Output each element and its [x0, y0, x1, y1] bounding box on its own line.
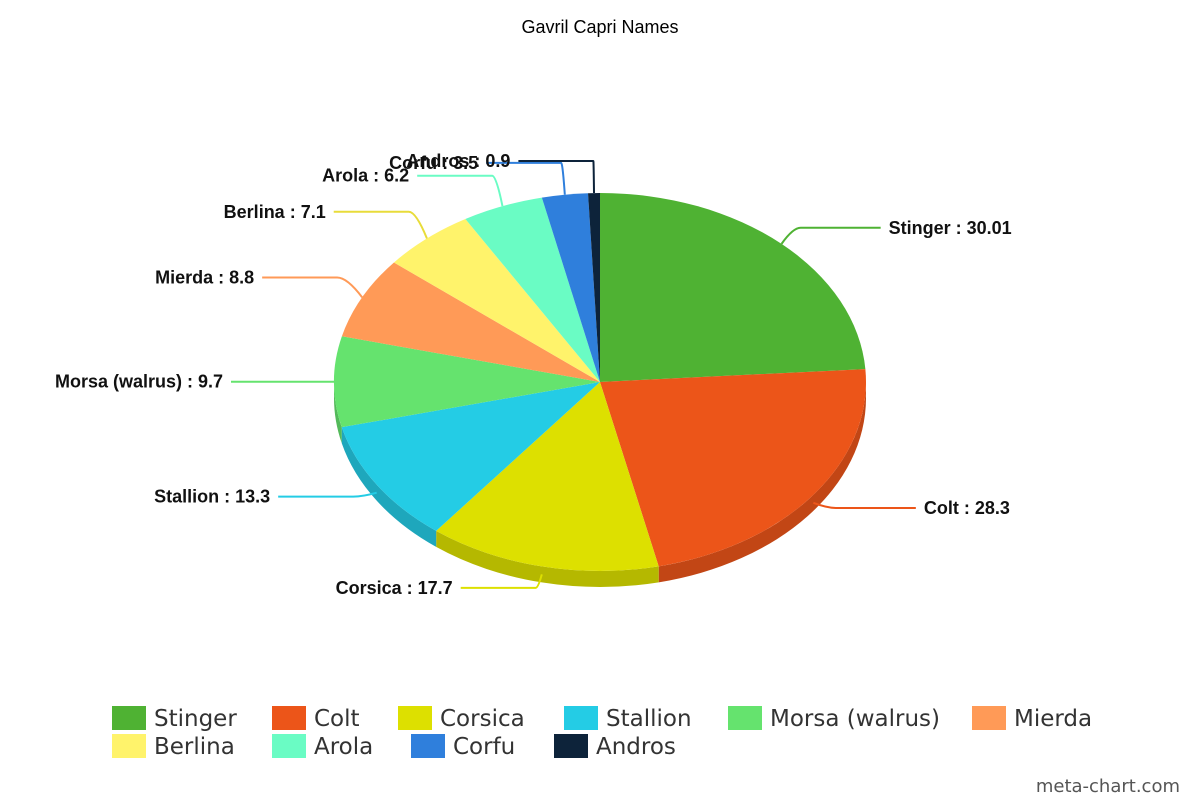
pie-slices [333, 193, 866, 572]
data-label-stinger: Stinger : 30.01 [889, 218, 1012, 238]
slice-side-corsica [436, 530, 659, 587]
legend: Stinger Colt Corsica Stallion Morsa (walrus)… [112, 706, 1092, 760]
legend-item-stinger[interactable]: Stinger [112, 706, 237, 732]
legend-label: Corfu [453, 734, 515, 760]
slice-corfu[interactable] [541, 193, 600, 382]
data-label-stallion: Stallion : 13.3 [154, 487, 270, 507]
legend-item-mierda[interactable]: Mierda [972, 706, 1092, 732]
leader-line-andros [518, 160, 596, 194]
credit-text: meta-chart.com [1036, 776, 1180, 797]
leader-line-corfu [486, 161, 566, 195]
legend-item-berlina[interactable]: Berlina [112, 734, 235, 760]
slice-side-morsa-walrus [334, 382, 342, 444]
legend-swatch [728, 706, 762, 730]
slice-mierda[interactable] [341, 262, 600, 382]
legend-label: Corsica [440, 706, 525, 732]
slice-colt[interactable] [600, 369, 866, 567]
legend-swatch [398, 706, 432, 730]
leader-line-stinger [780, 226, 881, 245]
chart-title: Gavril Capri Names [521, 17, 678, 37]
legend-label: Morsa (walrus) [770, 706, 940, 732]
slice-stallion[interactable] [341, 382, 600, 531]
legend-swatch [564, 706, 598, 730]
legend-label: Colt [314, 706, 360, 732]
leader-line-stallion [278, 491, 377, 498]
slice-andros[interactable] [588, 193, 600, 382]
legend-swatch [112, 706, 146, 730]
legend-item-stallion[interactable]: Stallion [564, 706, 692, 732]
pie-depth [334, 382, 866, 587]
slice-side-stallion [341, 427, 437, 547]
legend-item-colt[interactable]: Colt [272, 706, 360, 732]
data-label-colt: Colt : 28.3 [924, 498, 1010, 518]
slice-side-colt [658, 382, 866, 583]
data-label-berlina: Berlina : 7.1 [224, 202, 326, 222]
slice-morsa-walrus[interactable] [333, 336, 600, 428]
legend-swatch [972, 706, 1006, 730]
legend-label: Mierda [1014, 706, 1092, 732]
data-label-corfu: Corfu : 3.5 [389, 153, 478, 173]
legend-label: Stinger [154, 706, 237, 732]
legend-swatch [112, 734, 146, 758]
slice-berlina[interactable] [393, 218, 600, 382]
legend-item-corfu[interactable]: Corfu [411, 734, 515, 760]
legend-label: Andros [596, 734, 676, 760]
legend-swatch [272, 734, 306, 758]
legend-swatch [272, 706, 306, 730]
legend-item-arola[interactable]: Arola [272, 734, 373, 760]
leader-line-berlina [333, 210, 428, 239]
legend-label: Arola [314, 734, 373, 760]
legend-item-corsica[interactable]: Corsica [398, 706, 525, 732]
leader-line-colt [813, 501, 916, 509]
data-label-mierda: Mierda : 8.8 [155, 267, 254, 287]
slice-arola[interactable] [465, 197, 600, 382]
leader-line-arola [417, 174, 504, 207]
leader-line-corsica [460, 574, 543, 589]
slice-stinger[interactable] [600, 193, 866, 382]
slice-corsica[interactable] [436, 382, 659, 572]
slice-labels: Stinger : 30.01 Colt : 28.3 Corsica : 17.7… [55, 151, 1012, 598]
legend-swatch [411, 734, 445, 758]
legend-item-morsa-walrus[interactable]: Morsa (walrus) [728, 706, 940, 732]
leader-line-mierda [262, 276, 363, 298]
legend-swatch [554, 734, 588, 758]
legend-label: Stallion [606, 706, 692, 732]
data-label-corsica: Corsica : 17.7 [336, 578, 453, 598]
leader-lines [231, 160, 916, 589]
data-label-morsa-walrus: Morsa (walrus) : 9.7 [55, 372, 223, 392]
legend-item-andros[interactable]: Andros [554, 734, 676, 760]
data-label-andros: Andros : 0.9 [406, 151, 510, 171]
legend-label: Berlina [154, 734, 235, 760]
data-label-arola: Arola : 6.2 [322, 166, 409, 186]
